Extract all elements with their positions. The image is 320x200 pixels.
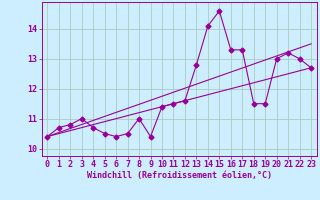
X-axis label: Windchill (Refroidissement éolien,°C): Windchill (Refroidissement éolien,°C) (87, 171, 272, 180)
